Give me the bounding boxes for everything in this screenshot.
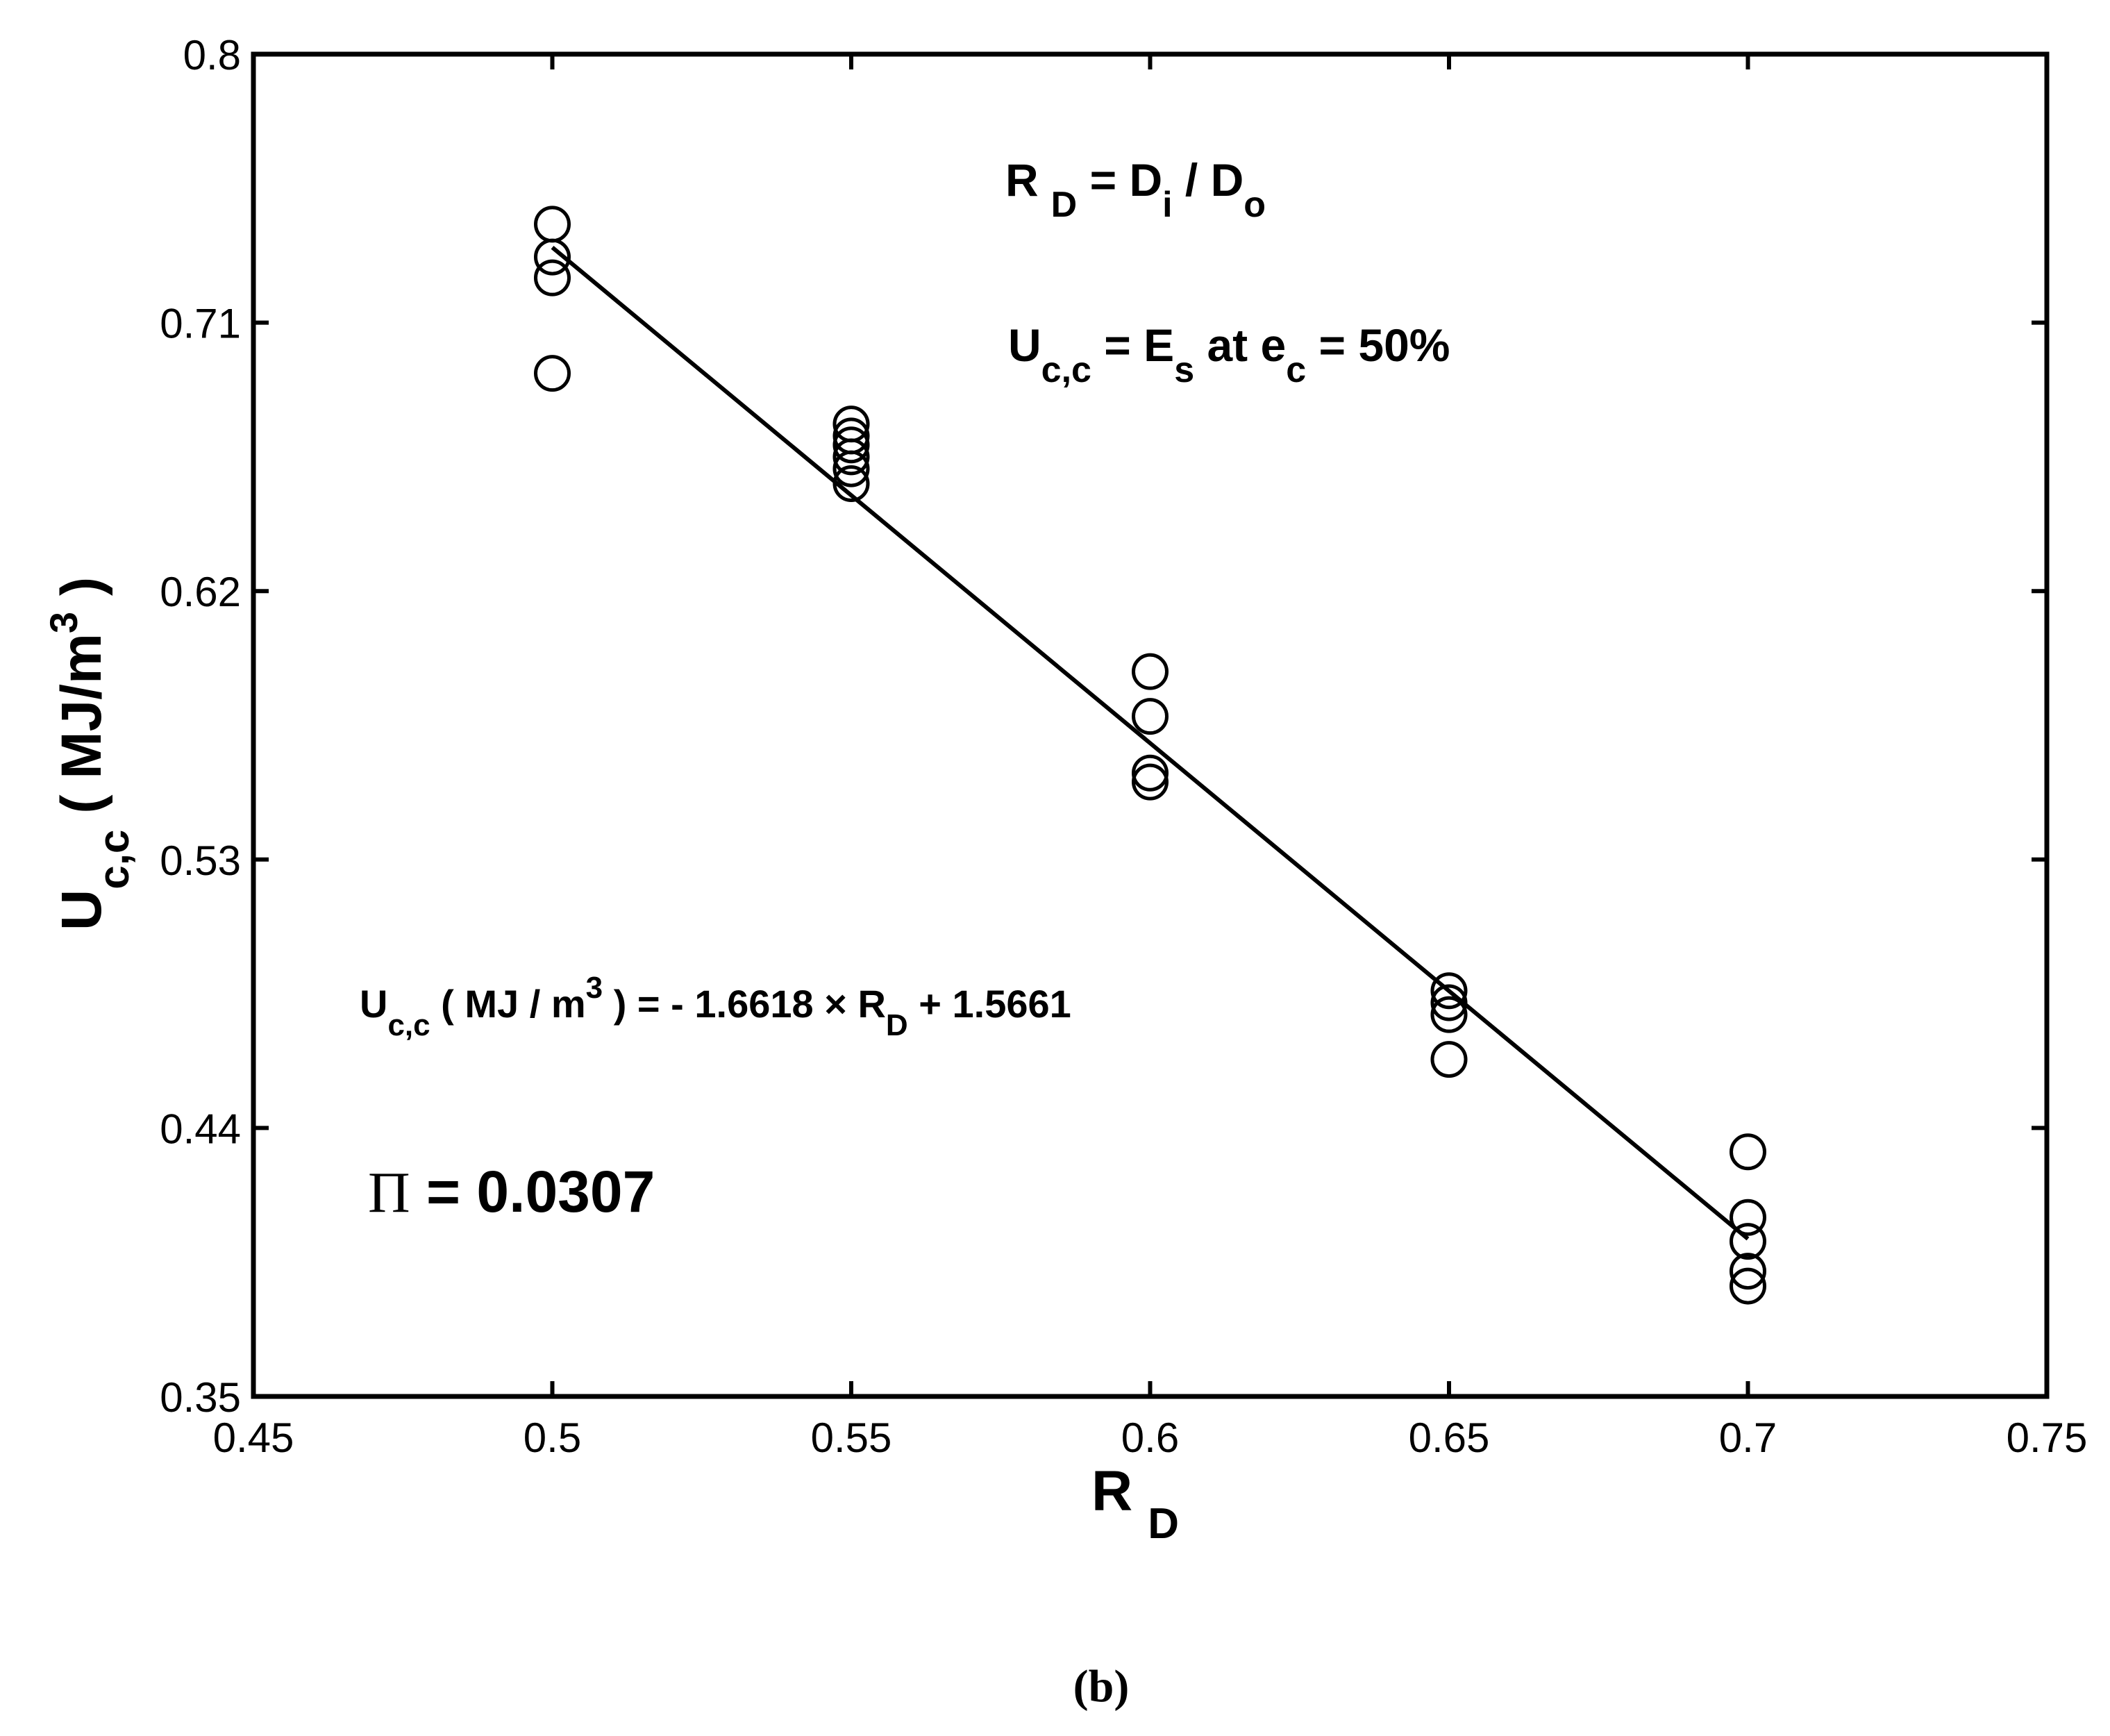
energy-definition: Uc,c = Es at ec = 50% [1008, 319, 1450, 390]
data-point [1132, 754, 1169, 792]
data-point [1132, 653, 1169, 690]
data-point [1430, 972, 1468, 1010]
data-point [1430, 1041, 1468, 1078]
data-point [832, 438, 870, 476]
regression-line [551, 246, 1750, 1241]
x-tick-labels: 0.45 0.5 0.55 0.6 0.65 0.7 0.75 [213, 1414, 2088, 1461]
data-point [534, 206, 571, 243]
y-tick-label: 0.62 [160, 569, 241, 615]
y-tick-label: 0.53 [160, 837, 241, 884]
data-point [1730, 1199, 1766, 1236]
data-point [534, 259, 571, 297]
x-tick-label: 0.7 [1719, 1414, 1777, 1461]
data-point [1430, 996, 1468, 1033]
y-tick-labels: 0.35 0.44 0.53 0.62 0.71 0.8 [160, 32, 241, 1421]
y-tick-label: 0.71 [160, 301, 241, 347]
x-tick-label: 0.55 [811, 1414, 892, 1461]
data-point [832, 465, 870, 503]
data-points [534, 206, 1766, 1305]
x-tick-label: 0.45 [213, 1414, 294, 1461]
x-tick-label: 0.65 [1409, 1414, 1490, 1461]
data-point [534, 238, 571, 276]
data-point [1730, 1223, 1766, 1260]
data-point [1132, 763, 1169, 801]
data-point [1730, 1253, 1766, 1290]
regression-equation: Uc,c ( MJ / m3 ) = - 1.6618 × RD + 1.566… [360, 971, 1071, 1042]
data-point [832, 450, 870, 487]
data-point [1730, 1267, 1766, 1305]
data-point [534, 355, 571, 392]
x-axis-title: RD [1091, 1460, 1179, 1548]
pi-value: Π = 0.0307 [368, 1159, 655, 1225]
x-tick-label: 0.6 [1121, 1414, 1179, 1461]
data-point [1430, 984, 1468, 1021]
y-tick-label: 0.8 [183, 32, 241, 78]
x-tick-label: 0.75 [2007, 1414, 2088, 1461]
x-tick-label: 0.5 [524, 1414, 581, 1461]
data-point [1730, 1133, 1766, 1171]
y-tick-label: 0.35 [160, 1374, 241, 1421]
y-axis-title: Uc,c ( MJ/m3 ) [42, 577, 138, 930]
data-point [1132, 698, 1169, 735]
axis-ticks [251, 52, 2049, 1399]
data-point [832, 426, 870, 464]
figure-caption: (b) [1073, 1661, 1130, 1712]
y-tick-label: 0.44 [160, 1105, 241, 1152]
